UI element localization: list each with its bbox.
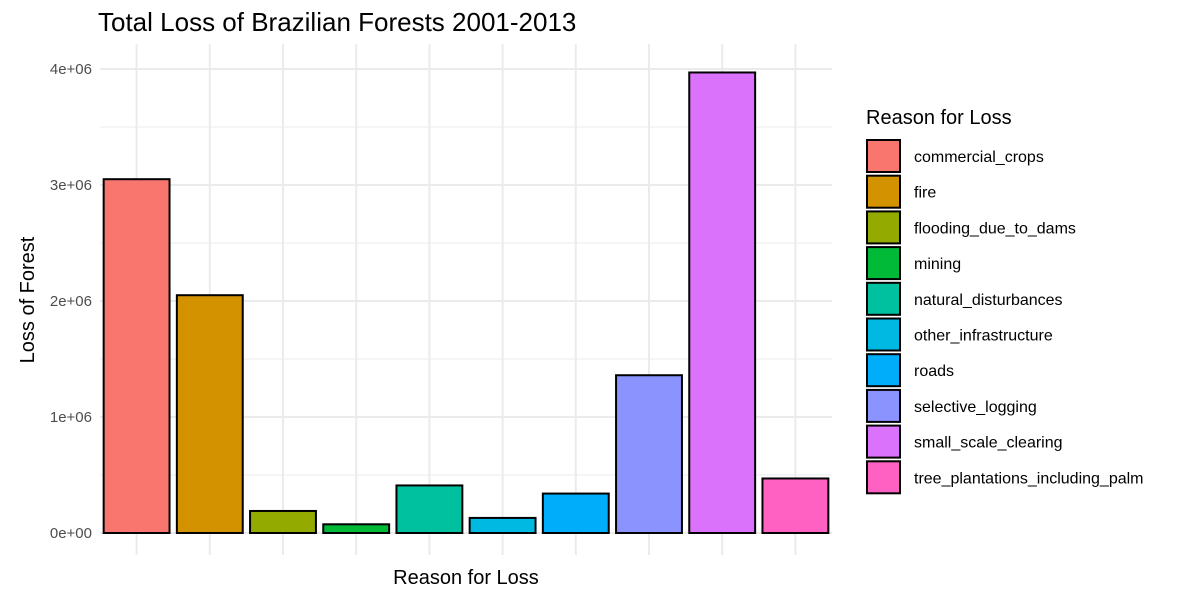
y-tick-label: 3e+06 bbox=[50, 177, 92, 194]
legend-key-commercial_crops bbox=[866, 139, 901, 173]
legend-label-mining: mining bbox=[914, 256, 961, 273]
y-axis-ticks: 0e+00 1e+06 2e+06 3e+06 4e+06 bbox=[50, 61, 92, 542]
x-axis-title: Reason for Loss bbox=[393, 567, 539, 589]
bar-selective_logging bbox=[615, 374, 683, 534]
y-tick-label: 2e+06 bbox=[50, 293, 92, 310]
legend-key-roads bbox=[866, 353, 901, 388]
legend-key-natural_disturbances bbox=[866, 281, 901, 316]
legend-label-tree_plantations_including_palm: tree_plantations_including_palm bbox=[914, 470, 1144, 487]
legend-label-roads: roads bbox=[914, 363, 954, 380]
bars bbox=[102, 71, 830, 535]
bar-commercial_crops bbox=[102, 178, 171, 534]
bar-flooding_due_to_dams bbox=[249, 509, 317, 534]
legend-title: Reason for Loss bbox=[866, 107, 1012, 129]
y-tick-label: 4e+06 bbox=[50, 61, 92, 78]
legend-label-small_scale_clearing: small_scale_clearing bbox=[914, 435, 1063, 452]
legend-label-natural_disturbances: natural_disturbances bbox=[914, 292, 1063, 309]
legend-label-commercial_crops: commercial_crops bbox=[914, 149, 1044, 166]
bar-roads bbox=[541, 492, 610, 534]
bar-tree_plantations_including_palm bbox=[761, 477, 830, 535]
bar-small_scale_clearing bbox=[688, 71, 757, 534]
bar-fire bbox=[175, 294, 244, 535]
legend-key-flooding_due_to_dams bbox=[866, 210, 901, 245]
legend-key-mining bbox=[866, 246, 901, 281]
legend-label-fire: fire bbox=[914, 185, 936, 202]
legend-key-tree_plantations_including_palm bbox=[866, 460, 901, 495]
y-axis-title: Loss of Forest bbox=[17, 236, 39, 363]
chart-title: Total Loss of Brazilian Forests 2001-201… bbox=[98, 7, 576, 37]
legend-key-fire bbox=[866, 174, 901, 209]
y-tick-label: 1e+06 bbox=[50, 409, 92, 426]
bar-mining bbox=[322, 523, 391, 534]
bar-natural_disturbances bbox=[395, 484, 464, 535]
legend-label-other_infrastructure: other_infrastructure bbox=[914, 328, 1053, 345]
legend-key-small_scale_clearing bbox=[866, 424, 901, 459]
legend-key-other_infrastructure bbox=[866, 317, 901, 352]
legend-key-selective_logging bbox=[866, 388, 901, 423]
y-tick-label: 0e+00 bbox=[50, 525, 92, 542]
legend-label-selective_logging: selective_logging bbox=[914, 399, 1037, 416]
bar-other_infrastructure bbox=[468, 516, 537, 534]
legend-label-flooding_due_to_dams: flooding_due_to_dams bbox=[914, 220, 1076, 237]
